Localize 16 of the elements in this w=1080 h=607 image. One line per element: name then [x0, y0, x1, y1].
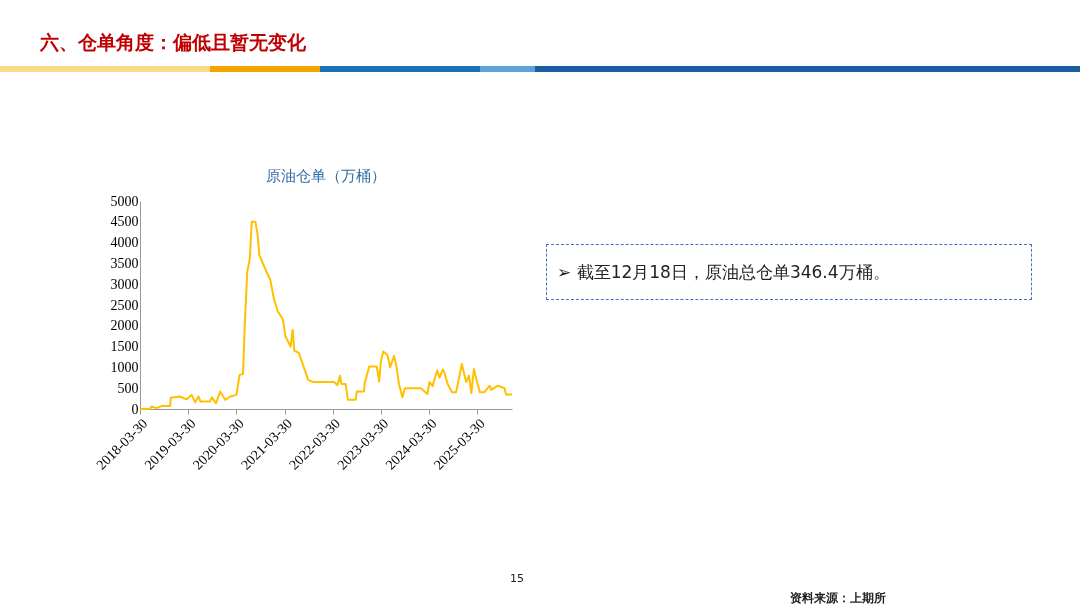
y-tick-label: 3500	[110, 255, 139, 271]
y-tick-label: 2000	[110, 318, 139, 334]
y-tick-label: 1000	[110, 359, 139, 375]
y-tick-label: 0	[131, 401, 139, 417]
y-tick-label: 3000	[110, 276, 139, 292]
y-tick-label: 4000	[110, 235, 139, 251]
y-tick-label: 5000	[110, 193, 139, 209]
y-tick-label: 500	[117, 380, 139, 396]
text: 15	[510, 572, 524, 585]
text: 资料来源：上期所	[790, 590, 886, 607]
y-tick-label: 1500	[110, 339, 139, 355]
y-tick-label: 2500	[110, 297, 139, 313]
chart-title: 原油仓单（万桶）	[266, 167, 386, 185]
text: 六、仓单角度：偏低且暂无变化	[40, 30, 306, 55]
y-tick-label: 4500	[110, 214, 139, 230]
text: ➢ 截至12月18日，原油总仓单346.4万桶。	[546, 244, 1032, 300]
